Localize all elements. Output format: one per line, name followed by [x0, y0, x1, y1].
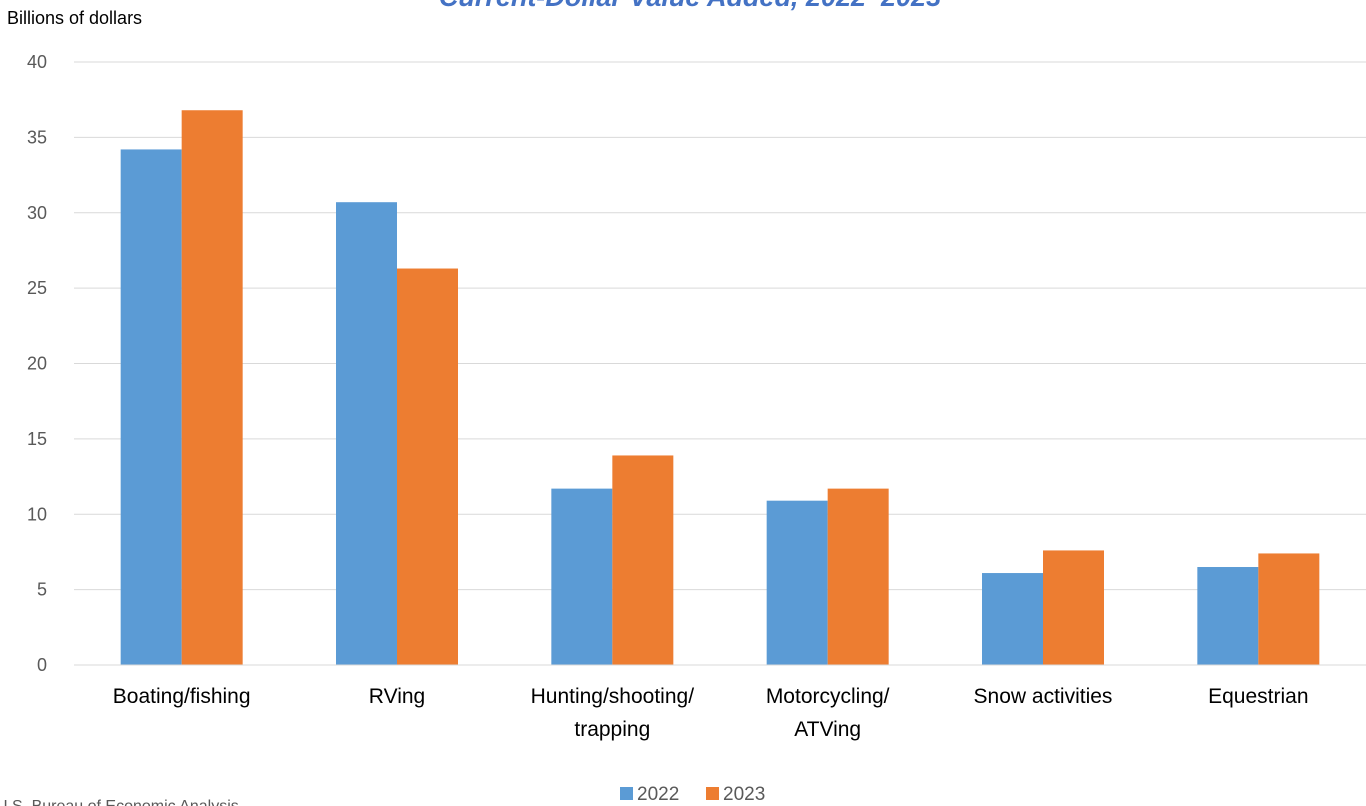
legend: 2022 2023	[620, 784, 765, 805]
legend-label: 2022	[637, 784, 679, 805]
y-tick-label: 30	[27, 203, 47, 223]
legend-swatch-2022	[620, 787, 633, 800]
x-category-label: ATVing	[794, 718, 861, 741]
x-category-label: RVing	[369, 685, 425, 708]
bar-2022	[1197, 567, 1259, 665]
legend-swatch-2023	[706, 787, 719, 800]
bar-2022	[551, 488, 613, 665]
bar-2022	[336, 202, 397, 665]
bar-2023	[181, 110, 243, 666]
legend-label: 2023	[723, 784, 765, 805]
bar-2022	[766, 500, 828, 665]
bar-2022	[120, 149, 182, 665]
y-tick-label: 10	[27, 504, 47, 524]
x-category-label: Hunting/shooting/	[531, 685, 695, 708]
y-tick-label: 15	[27, 429, 47, 449]
x-category-label: trapping	[574, 718, 650, 741]
y-tick-label: 35	[27, 127, 47, 147]
bar-2023	[1043, 550, 1104, 665]
bar-2023	[827, 488, 889, 665]
y-tick-label: 5	[37, 580, 47, 600]
x-category-label: Motorcycling/	[766, 685, 890, 708]
bar-2023	[612, 455, 674, 665]
source-note: U.S. Bureau of Economic Analysis	[0, 798, 239, 806]
x-category-label: Snow activities	[974, 685, 1113, 708]
y-tick-label: 40	[27, 52, 47, 72]
x-category-label: Boating/fishing	[113, 685, 251, 708]
y-tick-label: 0	[37, 655, 47, 675]
x-category-label: Equestrian	[1208, 685, 1308, 708]
y-tick-label: 20	[27, 354, 47, 374]
bar-2022	[982, 573, 1043, 665]
bars	[120, 110, 1320, 666]
y-axis-unit-label: Billions of dollars	[7, 8, 142, 28]
gridlines	[74, 61, 1366, 591]
bar-2023	[1258, 553, 1320, 665]
x-axis-categories: Boating/fishing RVing Hunting/shooting/tra…	[113, 685, 1309, 741]
chart-title: Current-Dollar Value Added, 2022–2023	[439, 0, 941, 12]
y-axis-ticks: 0 5 10 15 20 25 30 35 40	[27, 52, 47, 675]
y-tick-label: 25	[27, 278, 47, 298]
bar-2023	[397, 268, 458, 665]
